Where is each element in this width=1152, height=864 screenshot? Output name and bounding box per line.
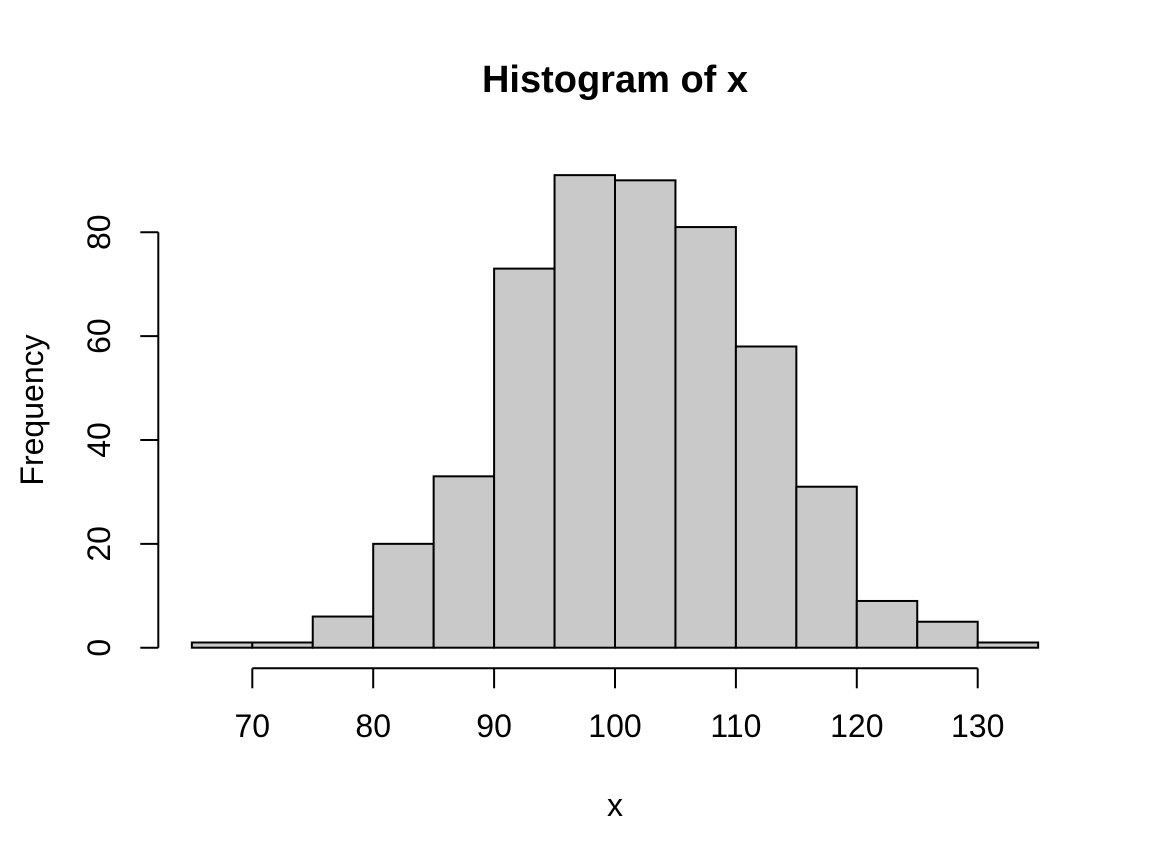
histogram-bar	[190, 641, 254, 649]
y-tick-label: 60	[81, 318, 117, 354]
histogram-bar	[795, 485, 858, 649]
y-tick-label: 0	[81, 639, 117, 657]
histogram-bar	[855, 599, 919, 649]
y-axis-label: Frequency	[14, 334, 50, 485]
histogram-bar	[493, 267, 556, 649]
histogram-bar	[432, 475, 496, 649]
histogram-bar	[976, 641, 1040, 649]
x-tick-label: 130	[951, 708, 1004, 744]
histogram-bar	[734, 345, 798, 649]
chart-title: Histogram of x	[482, 59, 748, 101]
x-tick-label: 120	[830, 708, 883, 744]
histogram-bar	[614, 179, 677, 649]
histogram-bar	[251, 641, 314, 649]
x-tick-label: 110	[710, 708, 761, 744]
histogram-bar	[674, 226, 737, 649]
x-tick-label: 70	[235, 708, 271, 744]
y-tick-label: 80	[81, 214, 117, 250]
histogram-bar	[372, 542, 435, 649]
histogram-bar	[311, 615, 375, 649]
x-axis-label: x	[607, 787, 623, 823]
x-tick-label: 90	[476, 708, 512, 744]
x-tick-label: 80	[355, 708, 391, 744]
histogram-bar	[553, 174, 616, 649]
y-tick-label: 20	[81, 526, 117, 562]
x-tick-label: 100	[588, 708, 641, 744]
histogram-bar	[916, 620, 979, 649]
y-tick-label: 40	[81, 422, 117, 458]
